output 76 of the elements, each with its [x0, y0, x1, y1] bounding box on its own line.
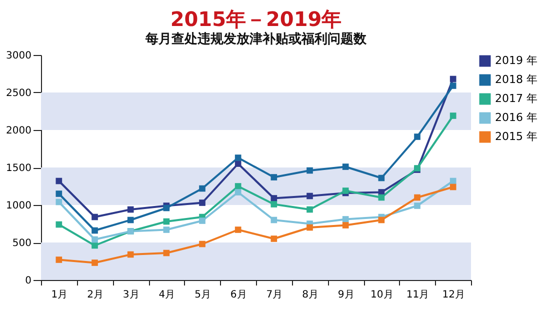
point: [56, 221, 62, 228]
legend-label: 2019 年: [495, 54, 538, 67]
point: [199, 218, 206, 224]
point: [414, 194, 420, 201]
point: [92, 236, 98, 243]
x-tick-label: 9月: [338, 290, 354, 300]
x-tick-label: 8月: [302, 290, 318, 300]
point: [199, 200, 206, 206]
x-tick-label: 10月: [370, 290, 394, 300]
point: [163, 204, 170, 212]
point: [56, 178, 62, 184]
point: [378, 194, 385, 201]
y-tick-label: 2000: [6, 126, 32, 136]
x-tick-label: 3月: [122, 290, 140, 300]
point: [234, 189, 242, 196]
point: [270, 236, 278, 242]
point: [199, 240, 206, 248]
point: [450, 184, 456, 190]
point: [414, 134, 420, 140]
x-tick-label: 1月: [51, 290, 68, 300]
point: [450, 76, 456, 82]
point: [163, 218, 170, 225]
point: [414, 202, 420, 209]
x-tick-label: 6月: [230, 290, 247, 300]
point: [270, 216, 278, 224]
y-tick-label: 0: [25, 276, 32, 286]
point: [56, 190, 62, 197]
x-tick-label: 12月: [442, 290, 465, 300]
legend-label: 2018 年: [495, 73, 538, 86]
point: [306, 206, 313, 213]
point: [199, 185, 206, 192]
point: [127, 206, 134, 213]
x-tick-label: 2月: [87, 290, 104, 300]
x-tick-label: 11月: [406, 290, 430, 300]
point: [342, 188, 349, 194]
point: [92, 227, 98, 234]
legend-label: 2017 年: [495, 92, 538, 105]
point: [127, 251, 134, 258]
point: [450, 112, 456, 119]
chart-subtitle: 每月查处违规发放津补贴或福利问题数: [144, 31, 368, 47]
point: [56, 256, 62, 263]
point: [234, 160, 242, 167]
point: [306, 224, 313, 231]
point: [342, 164, 349, 170]
point: [92, 242, 98, 249]
point: [163, 250, 170, 256]
point: [92, 260, 98, 266]
point: [342, 216, 349, 222]
point: [270, 195, 278, 202]
point: [56, 198, 62, 206]
point: [378, 174, 385, 182]
point: [270, 201, 278, 208]
chart-title: 2015年－2019年: [170, 7, 342, 31]
point: [450, 178, 456, 184]
x-tick-label: 5月: [194, 290, 211, 300]
x-tick-label: 7月: [266, 290, 283, 300]
point: [270, 174, 278, 180]
point: [234, 154, 242, 161]
point: [342, 222, 349, 228]
point: [163, 226, 170, 233]
point: [306, 192, 313, 200]
legend-label: 2015 年: [495, 130, 538, 143]
y-tick-label: 1000: [6, 200, 32, 212]
point: [378, 216, 385, 224]
point: [234, 226, 242, 233]
x-tick-label: 4月: [158, 290, 176, 300]
y-tick-label: 1500: [6, 163, 32, 174]
y-tick-label: 3000: [6, 50, 32, 62]
point: [127, 216, 134, 224]
point: [450, 82, 456, 89]
y-tick-label: 2500: [6, 88, 32, 99]
legend-label: 2016 年: [495, 111, 538, 124]
y-tick-label: 500: [12, 238, 32, 249]
point: [234, 183, 242, 190]
point: [306, 167, 313, 174]
point: [92, 214, 98, 220]
